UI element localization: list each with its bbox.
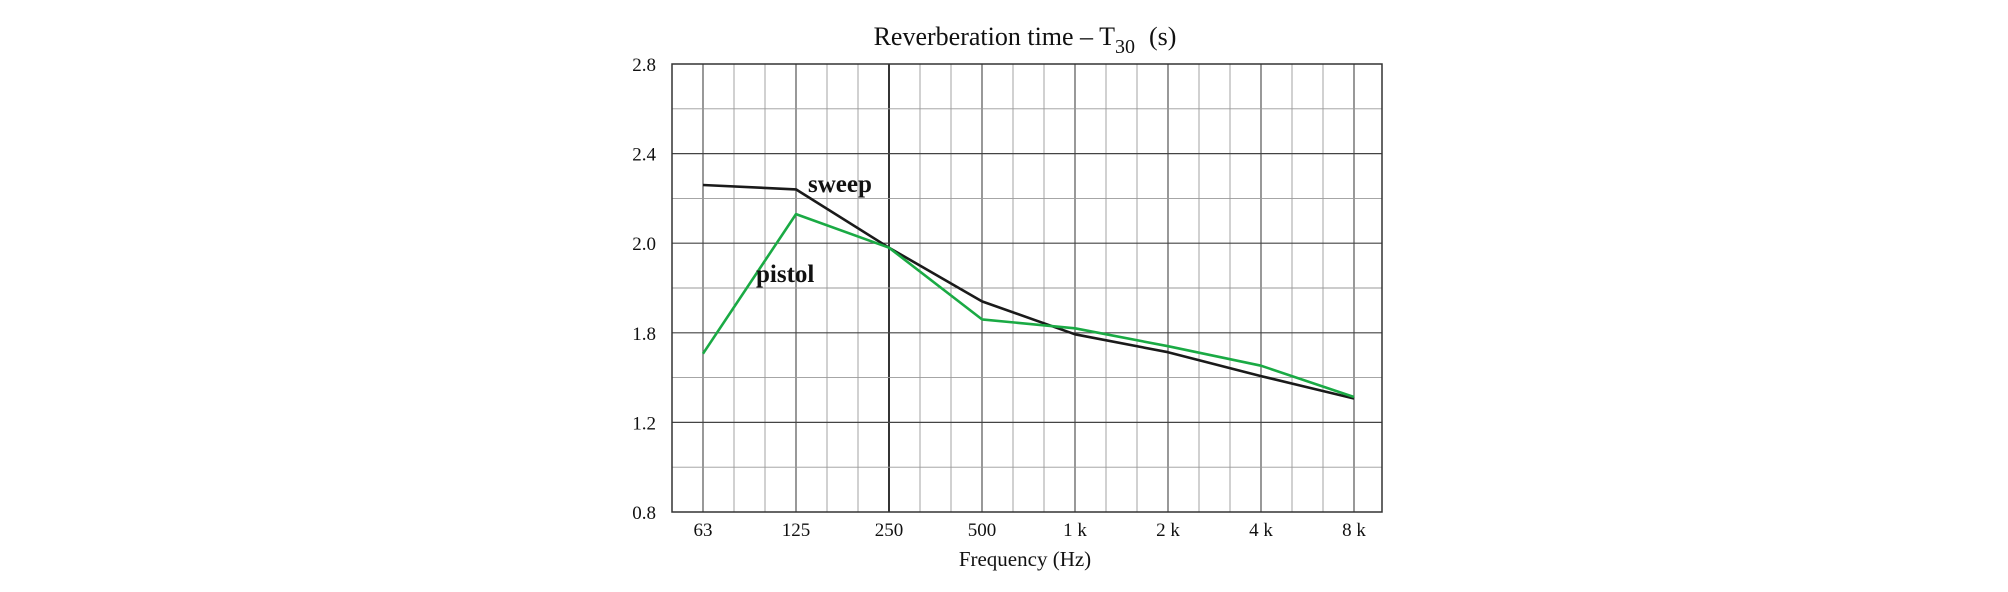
y-tick-label: 2.8	[632, 55, 656, 76]
x-tick-label: 500	[968, 520, 997, 541]
x-tick-label: 63	[694, 520, 713, 541]
x-axis-tick-labels: 63 125 250 500 1 k 2 k 4 k 8 k	[694, 520, 1367, 541]
plot-frame	[671, 63, 1383, 513]
y-axis-tick-labels: 2.8 2.4 2.0 1.8 1.2 0.8	[632, 55, 656, 524]
x-tick-label: 1 k	[1063, 520, 1087, 541]
y-tick-label: 2.0	[632, 234, 656, 255]
x-tick-label: 125	[782, 520, 811, 541]
chart-title-main: Reverberation time – T	[874, 22, 1116, 51]
series-label-sweep: sweep	[808, 171, 872, 198]
x-axis-title: Frequency (Hz)	[959, 547, 1091, 571]
x-tick-label: 4 k	[1249, 520, 1273, 541]
plot-grid	[672, 64, 1382, 512]
chart-title-subscript: 30	[1115, 36, 1135, 58]
data-series	[701, 183, 1355, 400]
series-line-sweep	[702, 183, 1355, 400]
chart-title-suffix: (s)	[1149, 22, 1176, 51]
x-tick-label: 250	[875, 520, 904, 541]
y-tick-label: 0.8	[632, 503, 656, 524]
series-label-pistol: pistol	[756, 261, 814, 288]
series-line-pistol	[701, 212, 1355, 399]
y-tick-label: 1.8	[632, 324, 656, 345]
y-tick-label: 2.4	[632, 145, 656, 166]
x-tick-label: 2 k	[1156, 520, 1180, 541]
chart-title: Reverberation time – T30 (s)	[874, 22, 1177, 58]
y-tick-label: 1.2	[632, 413, 656, 434]
x-tick-label: 8 k	[1342, 520, 1366, 541]
